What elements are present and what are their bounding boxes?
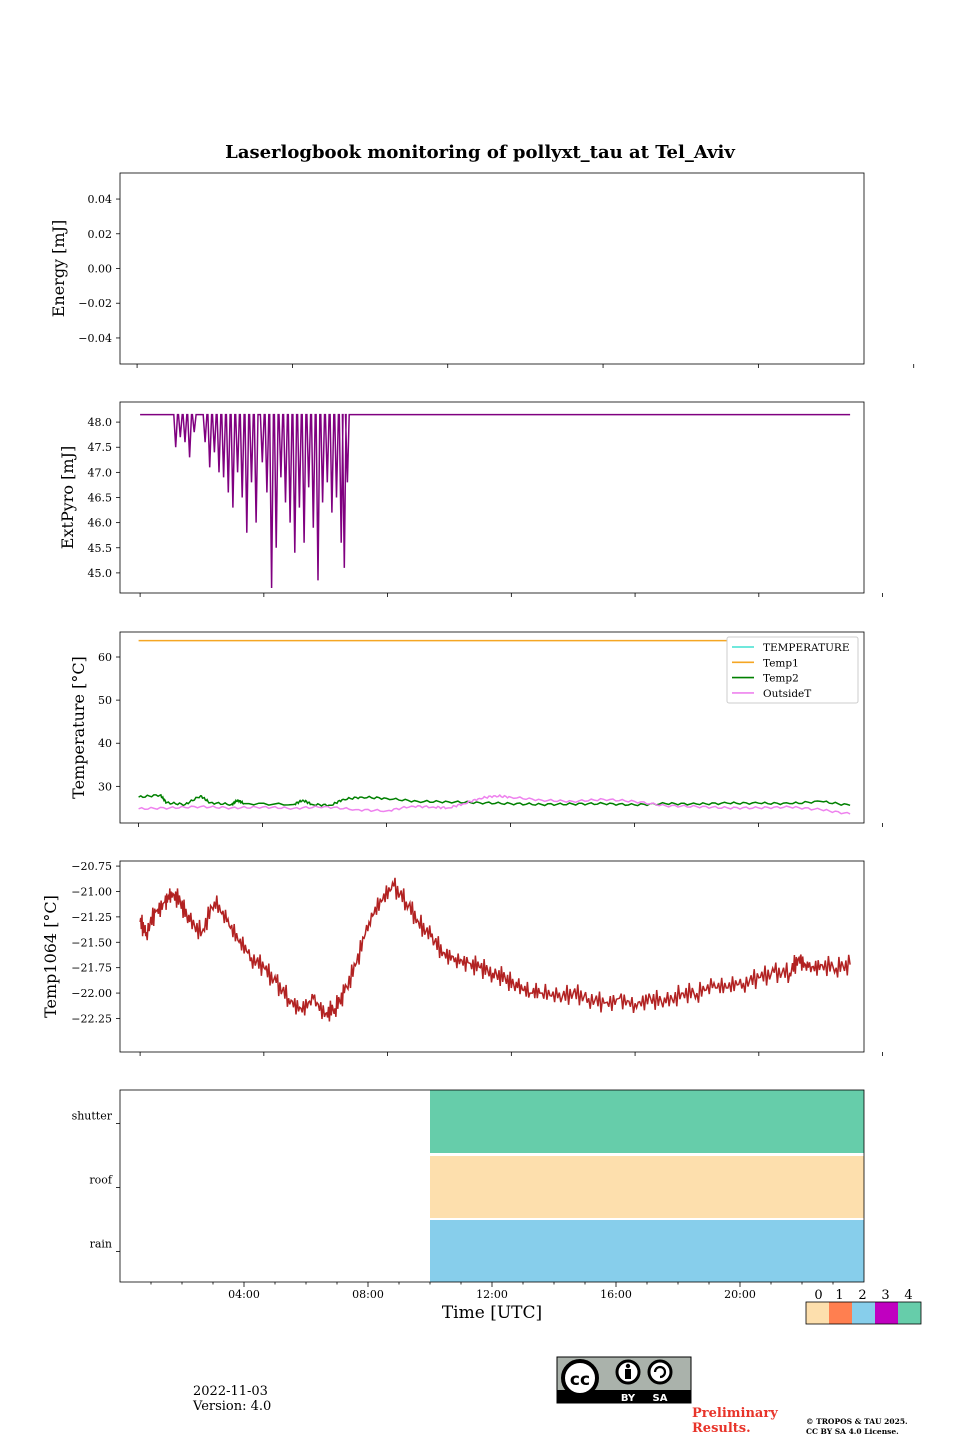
plot-frame: [119, 631, 865, 824]
ytick-label: 45.0: [88, 567, 113, 580]
series-line-Temp2: [138, 793, 851, 807]
sa-icon-arrow: [653, 1365, 667, 1379]
legend-box: [726, 636, 859, 704]
ytick-label: −21.00: [71, 885, 112, 898]
ytick-label: 48.0: [88, 416, 113, 429]
colorbar-label-0: 0: [814, 1288, 822, 1303]
xtick-label: 08:00: [352, 1288, 384, 1301]
copyright-line-2: CC BY SA 4.0 License.: [806, 1427, 899, 1436]
ytick-label: 45.5: [88, 542, 113, 555]
plot-frame: [119, 860, 865, 1053]
ytick-label-rain: rain: [90, 1238, 112, 1251]
ytick-label-shutter: shutter: [72, 1110, 113, 1123]
plot-frame: [119, 1089, 865, 1283]
plot-frame: [119, 172, 865, 365]
by-icon-body: [625, 1369, 631, 1379]
ytick-label: −20.75: [71, 860, 112, 873]
ytick-label: −21.50: [71, 936, 112, 949]
status-block-roof: [430, 1156, 864, 1218]
xtick-label: 16:00: [600, 1288, 632, 1301]
preliminary-results-note: Preliminary Results.: [692, 1406, 778, 1436]
panels-group: 0.04 0.02 0.00 −0.02 −0.04 Energy [mJ] 48.0 47.…: [41, 172, 915, 1323]
ytick-label: −0.04: [78, 332, 112, 345]
sa-label: SA: [653, 1393, 668, 1404]
colorbar-cell-1: [829, 1302, 852, 1324]
colorbar-label-2: 2: [858, 1288, 866, 1303]
sa-icon: [647, 1359, 673, 1385]
legend-label-Temp1: Temp1: [763, 657, 799, 669]
footer-date: 2022-11-03: [193, 1384, 268, 1399]
panel-5: shutter roof rain 04:00 08:00 12:00 16:00 20:00…: [72, 1089, 865, 1323]
ytick-label: −22.00: [71, 987, 112, 1000]
ytick-label: 0.00: [88, 263, 113, 276]
copyright-line-1: © TROPOS & TAU 2025.: [806, 1417, 908, 1426]
series-line-p2: [140, 413, 851, 589]
footer-version: Version: 4.0: [193, 1399, 272, 1414]
ytick-label: 47.0: [88, 466, 113, 479]
colorbar-label-1: 1: [835, 1288, 843, 1303]
ytick-label-roof: roof: [89, 1174, 113, 1187]
colorbar-cell-0: [806, 1302, 829, 1324]
colorbar-cell-3: [875, 1302, 898, 1324]
colorbar-label-4: 4: [904, 1288, 912, 1303]
y-axis-label: Energy [mJ]: [49, 220, 68, 318]
colorbar-label-3: 3: [881, 1288, 889, 1303]
ytick-label: −21.25: [71, 911, 112, 924]
ytick-label: 46.0: [88, 517, 113, 530]
ytick-label: 0.02: [88, 228, 113, 241]
legend: TEMPERATURE Temp1 Temp2 OutsideT: [726, 636, 859, 704]
colorbar-cell-2: [852, 1302, 875, 1324]
y-axis-label: ExtPyro [mJ]: [58, 446, 77, 549]
status-block-rain: [430, 1220, 864, 1282]
status-block-shutter: [430, 1090, 864, 1153]
cc-license-badge: cc BY SA: [556, 1356, 692, 1404]
ytick-label: −0.02: [78, 297, 112, 310]
ytick-label: 0.04: [88, 193, 113, 206]
figure-title: Laserlogbook monitoring of pollyxt_tau a…: [225, 142, 735, 163]
xtick-label: 12:00: [476, 1288, 508, 1301]
ytick-label: 30: [98, 780, 112, 793]
y-axis-label: Temp1064 [°C]: [41, 895, 60, 1018]
ytick-label: 60: [98, 651, 112, 664]
panel-4: −20.75 −21.00 −21.25 −21.50 −21.75 −22.00 −22.…: [41, 860, 883, 1056]
by-label: BY: [621, 1393, 636, 1404]
ytick-label: 50: [98, 694, 112, 707]
by-icon-head: [625, 1363, 631, 1369]
legend-label-Temp2: Temp2: [763, 673, 799, 685]
colorbar-cell-4: [898, 1302, 921, 1324]
ytick-label: 40: [98, 737, 112, 750]
colorbar-frame: [805, 1301, 922, 1325]
ytick-label: −21.75: [71, 962, 112, 975]
series-line-p4: [139, 877, 851, 1022]
panel-1: 0.04 0.02 0.00 −0.02 −0.04 Energy [mJ]: [49, 172, 915, 368]
legend-label-TEMPERATURE: TEMPERATURE: [763, 642, 850, 654]
cc-icon-label: cc: [570, 1370, 590, 1390]
ytick-label: 47.5: [88, 441, 113, 454]
panel-2: 48.0 47.5 47.0 46.5 46.0 45.5 45.0 ExtPyro [mJ]: [58, 401, 883, 597]
cc-icon: [561, 1359, 599, 1397]
series-line-OutsideT: [138, 794, 851, 815]
xtick-label: 04:00: [228, 1288, 260, 1301]
ytick-label: −22.25: [71, 1012, 112, 1025]
xtick-label: 20:00: [724, 1288, 756, 1301]
y-axis-label: Temperature [°C]: [69, 656, 88, 799]
legend-label-OutsideT: OutsideT: [763, 688, 811, 700]
ytick-label: 46.5: [88, 492, 113, 505]
panel-3: 60 50 40 30 Temperature [°C] TEMPERATURE Temp1…: [69, 631, 883, 827]
x-axis-label: Time [UTC]: [442, 1303, 542, 1323]
